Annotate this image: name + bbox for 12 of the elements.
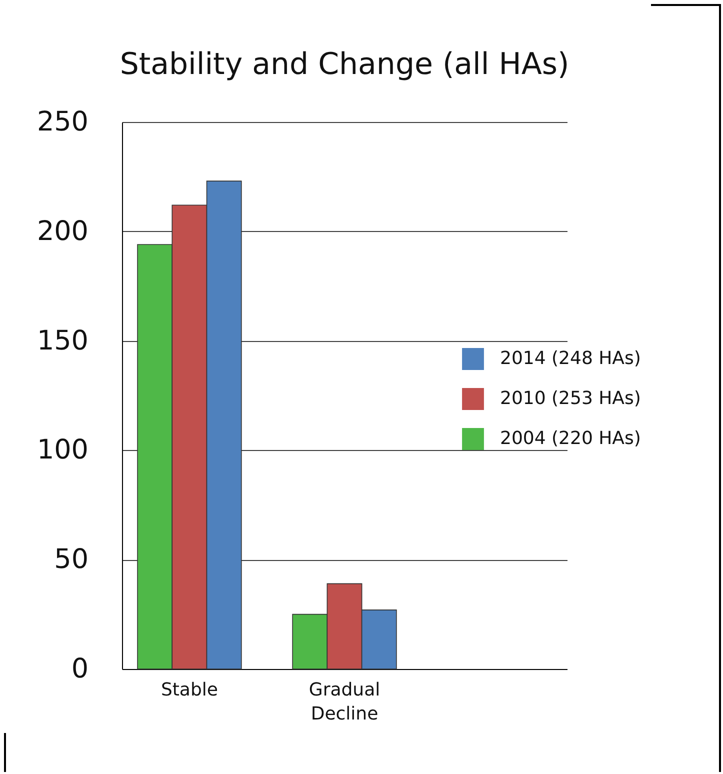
chart-title: Stability and Change (all HAs) xyxy=(120,47,570,82)
y-tick-label: 250 xyxy=(36,106,88,138)
x-tick-label: Stable xyxy=(160,680,218,700)
y-tick-label: 150 xyxy=(36,325,88,356)
legend-label: 2004 (220 HAs) xyxy=(500,428,641,449)
y-tick-label: 200 xyxy=(36,216,88,247)
y-tick-label: 50 xyxy=(54,544,88,576)
y-tick-label: 100 xyxy=(36,434,88,466)
legend-label: 2014 (248 HAs) xyxy=(500,348,641,369)
y-tick-label: 0 xyxy=(71,654,88,684)
x-tick-label: Gradual Decline xyxy=(308,680,380,724)
legend-label: 2010 (253 HAs) xyxy=(500,388,641,409)
